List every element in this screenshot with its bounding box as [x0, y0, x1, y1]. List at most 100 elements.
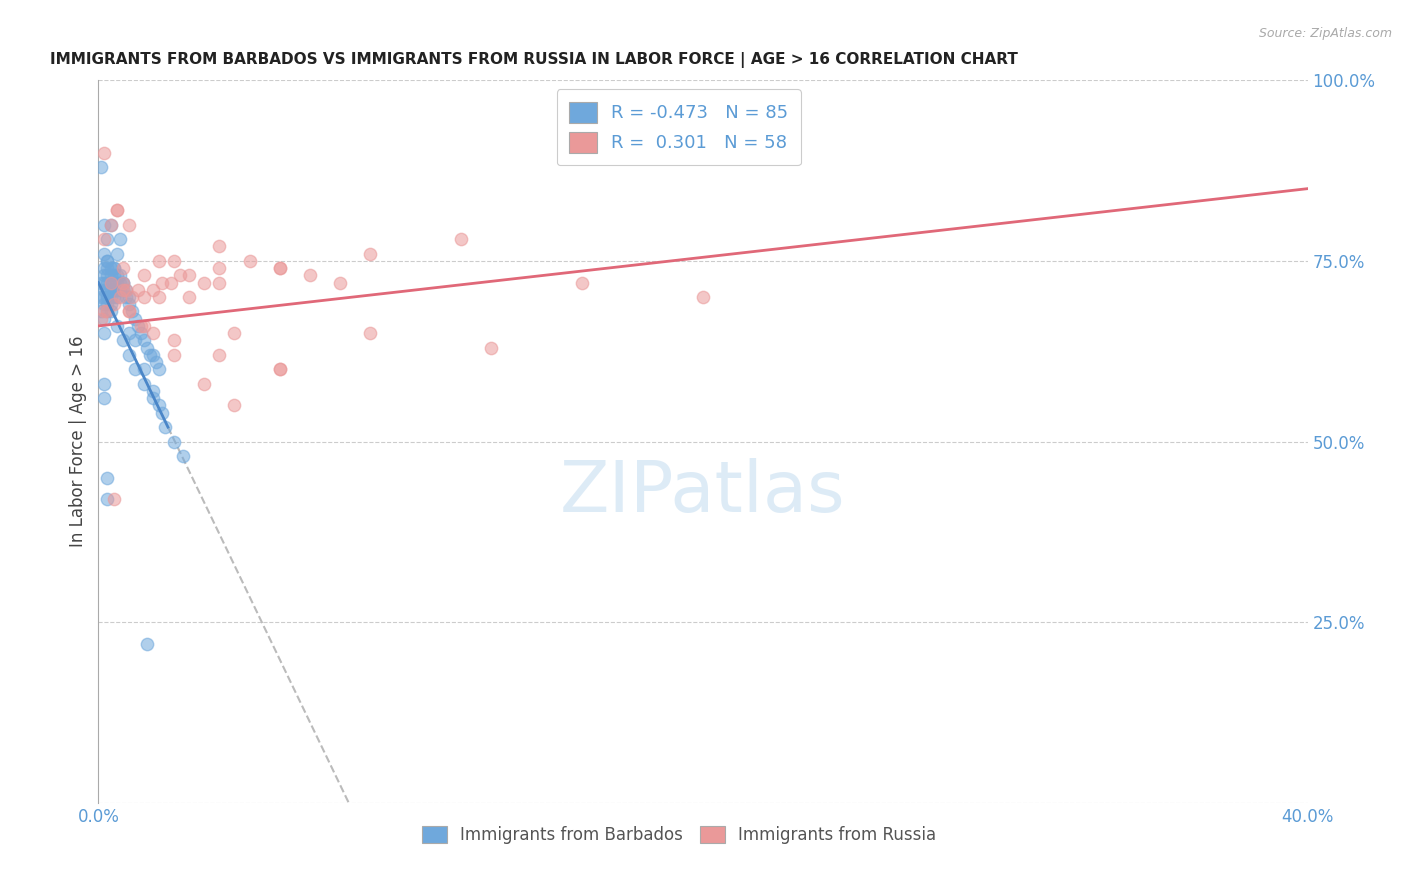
Point — [103, 261, 125, 276]
Point — [571, 276, 593, 290]
Point — [179, 268, 201, 283]
Point — [93, 376, 115, 391]
Point — [163, 434, 186, 449]
Point — [129, 318, 152, 333]
Point — [142, 391, 165, 405]
Point — [224, 398, 246, 412]
Point — [100, 276, 122, 290]
Point — [148, 253, 170, 268]
Point — [148, 362, 170, 376]
Point — [93, 297, 115, 311]
Point — [150, 406, 173, 420]
Point — [114, 290, 136, 304]
Point — [193, 276, 215, 290]
Point — [105, 203, 128, 218]
Point — [208, 261, 231, 276]
Point — [114, 283, 136, 297]
Point — [111, 276, 134, 290]
Point — [108, 268, 131, 283]
Point — [208, 276, 231, 290]
Point — [208, 239, 231, 253]
Point — [132, 290, 155, 304]
Point — [105, 246, 128, 260]
Point — [481, 341, 503, 355]
Point — [108, 276, 131, 290]
Point — [269, 261, 291, 276]
Point — [90, 160, 112, 174]
Point — [135, 341, 157, 355]
Point — [103, 283, 125, 297]
Point — [135, 637, 157, 651]
Point — [111, 334, 134, 348]
Point — [105, 318, 128, 333]
Point — [103, 276, 125, 290]
Point — [108, 290, 131, 304]
Point — [329, 276, 352, 290]
Point — [139, 348, 162, 362]
Point — [153, 420, 176, 434]
Point — [360, 326, 382, 340]
Point — [103, 290, 125, 304]
Point — [105, 276, 128, 290]
Point — [118, 326, 141, 340]
Point — [163, 348, 186, 362]
Point — [163, 334, 186, 348]
Point — [90, 276, 112, 290]
Point — [360, 246, 382, 260]
Point — [163, 253, 186, 268]
Point — [100, 218, 122, 232]
Point — [129, 326, 152, 340]
Point — [118, 218, 141, 232]
Point — [132, 376, 155, 391]
Point — [105, 268, 128, 283]
Legend: Immigrants from Barbados, Immigrants from Russia: Immigrants from Barbados, Immigrants fro… — [413, 817, 945, 852]
Point — [118, 304, 141, 318]
Point — [269, 261, 291, 276]
Point — [105, 290, 128, 304]
Point — [224, 326, 246, 340]
Point — [96, 253, 118, 268]
Point — [90, 290, 112, 304]
Point — [118, 304, 141, 318]
Point — [96, 268, 118, 283]
Point — [100, 290, 122, 304]
Point — [145, 355, 167, 369]
Point — [103, 268, 125, 283]
Point — [93, 145, 115, 160]
Point — [132, 334, 155, 348]
Point — [93, 326, 115, 340]
Point — [100, 297, 122, 311]
Point — [124, 334, 146, 348]
Point — [239, 253, 262, 268]
Point — [111, 283, 134, 297]
Point — [96, 253, 118, 268]
Point — [121, 304, 143, 318]
Point — [93, 290, 115, 304]
Point — [118, 348, 141, 362]
Point — [93, 276, 115, 290]
Point — [93, 232, 115, 246]
Point — [96, 261, 118, 276]
Point — [193, 376, 215, 391]
Point — [103, 492, 125, 507]
Point — [93, 261, 115, 276]
Point — [269, 362, 291, 376]
Point — [100, 268, 122, 283]
Point — [142, 348, 165, 362]
Point — [93, 246, 115, 260]
Point — [142, 283, 165, 297]
Text: IMMIGRANTS FROM BARBADOS VS IMMIGRANTS FROM RUSSIA IN LABOR FORCE | AGE > 16 COR: IMMIGRANTS FROM BARBADOS VS IMMIGRANTS F… — [51, 52, 1018, 68]
Point — [108, 232, 131, 246]
Point — [96, 297, 118, 311]
Point — [142, 384, 165, 398]
Point — [148, 290, 170, 304]
Point — [132, 268, 155, 283]
Point — [148, 398, 170, 412]
Point — [93, 304, 115, 318]
Point — [142, 326, 165, 340]
Point — [100, 261, 122, 276]
Point — [93, 283, 115, 297]
Point — [96, 470, 118, 484]
Point — [450, 232, 472, 246]
Point — [127, 318, 149, 333]
